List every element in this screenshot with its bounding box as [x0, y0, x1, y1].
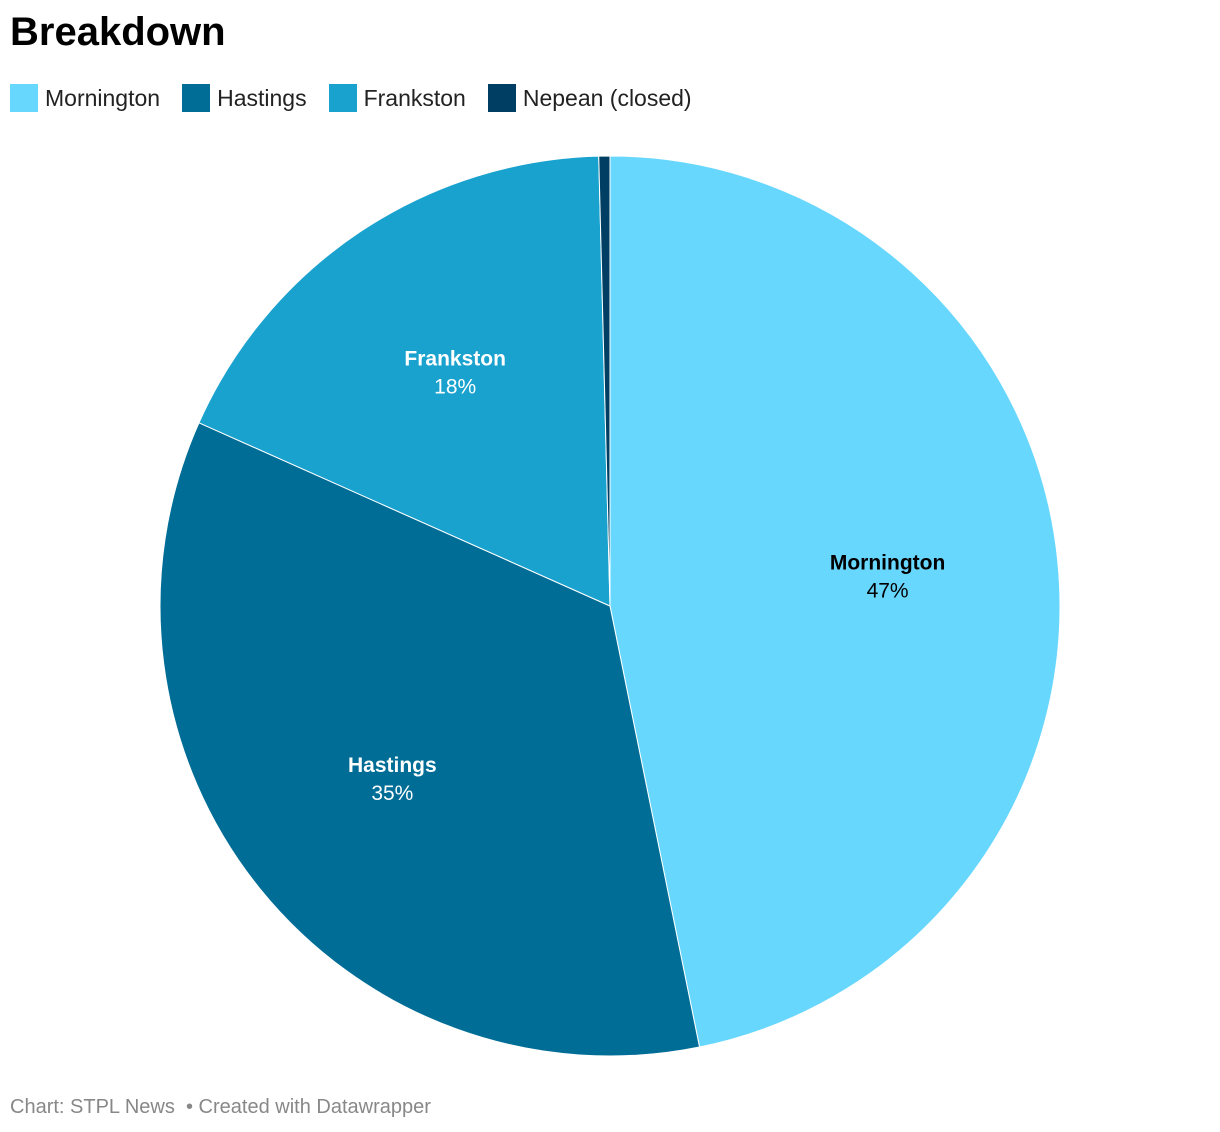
legend-label: Hastings	[217, 84, 307, 111]
slice-value: 18%	[434, 375, 476, 398]
credit: • Created with Datawrapper	[186, 1096, 431, 1118]
slice-value: 35%	[371, 782, 413, 805]
legend-label: Frankston	[363, 84, 466, 111]
legend-swatch	[487, 84, 516, 112]
legend-swatch	[328, 84, 357, 112]
slice-name: Hastings	[348, 754, 437, 777]
pie-slice	[198, 155, 611, 607]
pie-slice	[598, 155, 611, 607]
legend: Mornington Hastings Frankston Nepean (close…	[10, 84, 692, 112]
pie-slice	[609, 155, 1061, 1048]
footer: Chart: STPL News • Created with Datawrap…	[10, 1096, 431, 1119]
legend-label: Mornington	[45, 84, 161, 111]
slice-value: 47%	[867, 580, 909, 603]
slice-name: Mornington	[830, 552, 945, 575]
pie-slice	[159, 422, 701, 1057]
legend-swatch	[10, 84, 38, 112]
legend-item: Nepean (closed)	[487, 84, 692, 112]
slice-name: Frankston	[404, 347, 506, 370]
legend-item: Frankston	[328, 84, 466, 112]
legend-label: Nepean (closed)	[522, 84, 692, 111]
legend-item: Mornington	[10, 84, 160, 112]
source: Chart: STPL News	[10, 1096, 175, 1118]
legend-item: Hastings	[182, 84, 307, 112]
legend-swatch	[182, 84, 211, 112]
chart-title: Breakdown	[10, 10, 226, 54]
